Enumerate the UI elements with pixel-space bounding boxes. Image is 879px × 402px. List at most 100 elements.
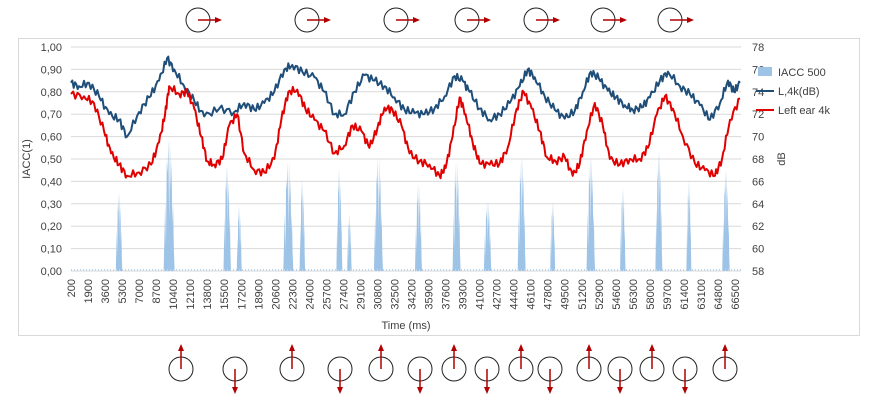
arrowhead-icon bbox=[289, 344, 295, 351]
arrowhead-icon bbox=[687, 17, 694, 23]
y-right-tick-label: 70 bbox=[752, 132, 764, 144]
iacc-area-peak bbox=[283, 161, 294, 271]
y-left-tick-label: 0,00 bbox=[41, 266, 62, 278]
x-tick-label: 49500 bbox=[560, 279, 572, 310]
x-tick-label: 3600 bbox=[100, 279, 112, 303]
arrowhead-icon bbox=[553, 17, 560, 23]
x-tick-label: 35900 bbox=[424, 279, 436, 310]
y-left-tick-label: 0,40 bbox=[41, 176, 62, 188]
iacc-area-peak bbox=[373, 156, 383, 271]
arrowhead-icon bbox=[451, 344, 457, 351]
y-left-tick-label: 0,30 bbox=[41, 199, 62, 211]
x-tick-label: 34200 bbox=[407, 279, 419, 310]
iacc-area-peak bbox=[620, 187, 626, 271]
iacc-area-peak bbox=[236, 205, 242, 271]
x-tick-label: 12100 bbox=[185, 279, 197, 310]
arrowhead-icon bbox=[215, 17, 222, 23]
y-right-tick-label: 58 bbox=[752, 266, 764, 278]
x-tick-label: 29100 bbox=[355, 279, 367, 310]
x-tick-label: 37600 bbox=[441, 279, 453, 310]
y-right-tick-label: 64 bbox=[752, 199, 764, 211]
arrowhead-icon bbox=[682, 387, 688, 394]
y-right-tick-label: 78 bbox=[752, 42, 764, 54]
arrowhead-icon bbox=[518, 344, 524, 351]
arrowhead-icon bbox=[547, 387, 553, 394]
arrowhead-icon bbox=[722, 344, 728, 351]
iacc-area-peak bbox=[336, 167, 343, 271]
arrowhead-icon bbox=[649, 344, 655, 351]
arrowhead-icon bbox=[617, 387, 623, 394]
iacc-area-peak bbox=[415, 183, 423, 271]
x-tick-label: 13800 bbox=[202, 279, 214, 310]
arrowhead-icon bbox=[378, 344, 384, 351]
x-tick-label: 56300 bbox=[628, 279, 640, 310]
x-tick-label: 58000 bbox=[645, 279, 657, 310]
y-left-tick-label: 1,00 bbox=[41, 42, 62, 54]
arrowhead-icon bbox=[484, 17, 491, 23]
arrowhead-icon bbox=[484, 387, 490, 394]
x-tick-label: 7000 bbox=[134, 279, 146, 303]
x-tick-label: 27400 bbox=[338, 279, 350, 310]
arrowhead-icon bbox=[586, 344, 592, 351]
iacc-area-peak bbox=[517, 156, 526, 271]
arrowhead-icon bbox=[417, 387, 423, 394]
iacc-area-peak bbox=[115, 191, 123, 271]
x-tick-label: 44400 bbox=[509, 279, 521, 310]
iacc-area-peak bbox=[163, 139, 175, 271]
x-tick-label: 22300 bbox=[287, 279, 299, 310]
y-left-tick-label: 0,70 bbox=[41, 109, 62, 121]
y-left-tick-label: 0,80 bbox=[41, 87, 62, 99]
x-tick-label: 15500 bbox=[219, 279, 231, 310]
x-tick-label: 52900 bbox=[594, 279, 606, 310]
x-tick-label: 10400 bbox=[168, 279, 180, 310]
y-right-tick-label: 74 bbox=[752, 87, 764, 99]
x-tick-label: 20600 bbox=[270, 279, 282, 310]
y-left-axis-label: IACC(1) bbox=[21, 139, 33, 179]
x-tick-label: 59700 bbox=[662, 279, 674, 310]
arrowhead-icon bbox=[178, 344, 184, 351]
legend-label: IACC 500 bbox=[778, 67, 826, 79]
iacc-area-peak bbox=[347, 213, 352, 271]
x-tick-label: 41000 bbox=[475, 279, 487, 310]
legend-label: L,4k(dB) bbox=[778, 86, 820, 98]
iacc-area-peak bbox=[586, 156, 596, 271]
y-left-tick-label: 0,10 bbox=[41, 244, 62, 256]
arrowhead-icon bbox=[413, 17, 420, 23]
left-ear-4k-line bbox=[70, 85, 741, 180]
y-left-tick-label: 0,60 bbox=[41, 132, 62, 144]
y-right-tick-label: 62 bbox=[752, 221, 764, 233]
x-tick-label: 47800 bbox=[543, 279, 555, 310]
y-right-tick-label: 60 bbox=[752, 244, 764, 256]
arrowhead-icon bbox=[324, 17, 331, 23]
x-tick-label: 24000 bbox=[304, 279, 316, 310]
y-right-tick-label: 66 bbox=[752, 176, 764, 188]
x-tick-label: 18900 bbox=[253, 279, 265, 310]
y-left-tick-label: 0,50 bbox=[41, 154, 62, 166]
l4k-line bbox=[70, 55, 741, 139]
arrowhead-icon bbox=[337, 387, 343, 394]
iacc-area-peak bbox=[686, 178, 692, 271]
x-tick-label: 39300 bbox=[458, 279, 470, 310]
x-tick-label: 46100 bbox=[526, 279, 538, 310]
x-tick-label: 64800 bbox=[713, 279, 725, 310]
iacc-area-peak bbox=[223, 165, 231, 271]
x-tick-label: 1900 bbox=[83, 279, 95, 303]
chart-frame bbox=[18, 38, 860, 336]
x-tick-label: 32500 bbox=[389, 279, 401, 310]
y-right-tick-label: 72 bbox=[752, 109, 764, 121]
legend-swatch-area bbox=[758, 67, 772, 76]
iacc-area-peak bbox=[655, 150, 663, 271]
x-tick-label: 5300 bbox=[117, 279, 129, 303]
arrowhead-icon bbox=[620, 17, 627, 23]
iacc-area-peak bbox=[452, 161, 461, 271]
y-left-tick-label: 0,90 bbox=[41, 64, 62, 76]
x-tick-label: 63100 bbox=[696, 279, 708, 310]
y-left-tick-label: 0,20 bbox=[41, 221, 62, 233]
x-tick-label: 42700 bbox=[492, 279, 504, 310]
x-tick-label: 25700 bbox=[321, 279, 333, 310]
iacc-area-peak bbox=[483, 200, 492, 271]
y-right-axis-label: dB bbox=[776, 152, 788, 165]
legend-label: Left ear 4k bbox=[778, 105, 830, 117]
y-right-tick-label: 68 bbox=[752, 154, 764, 166]
x-tick-label: 61400 bbox=[679, 279, 691, 310]
